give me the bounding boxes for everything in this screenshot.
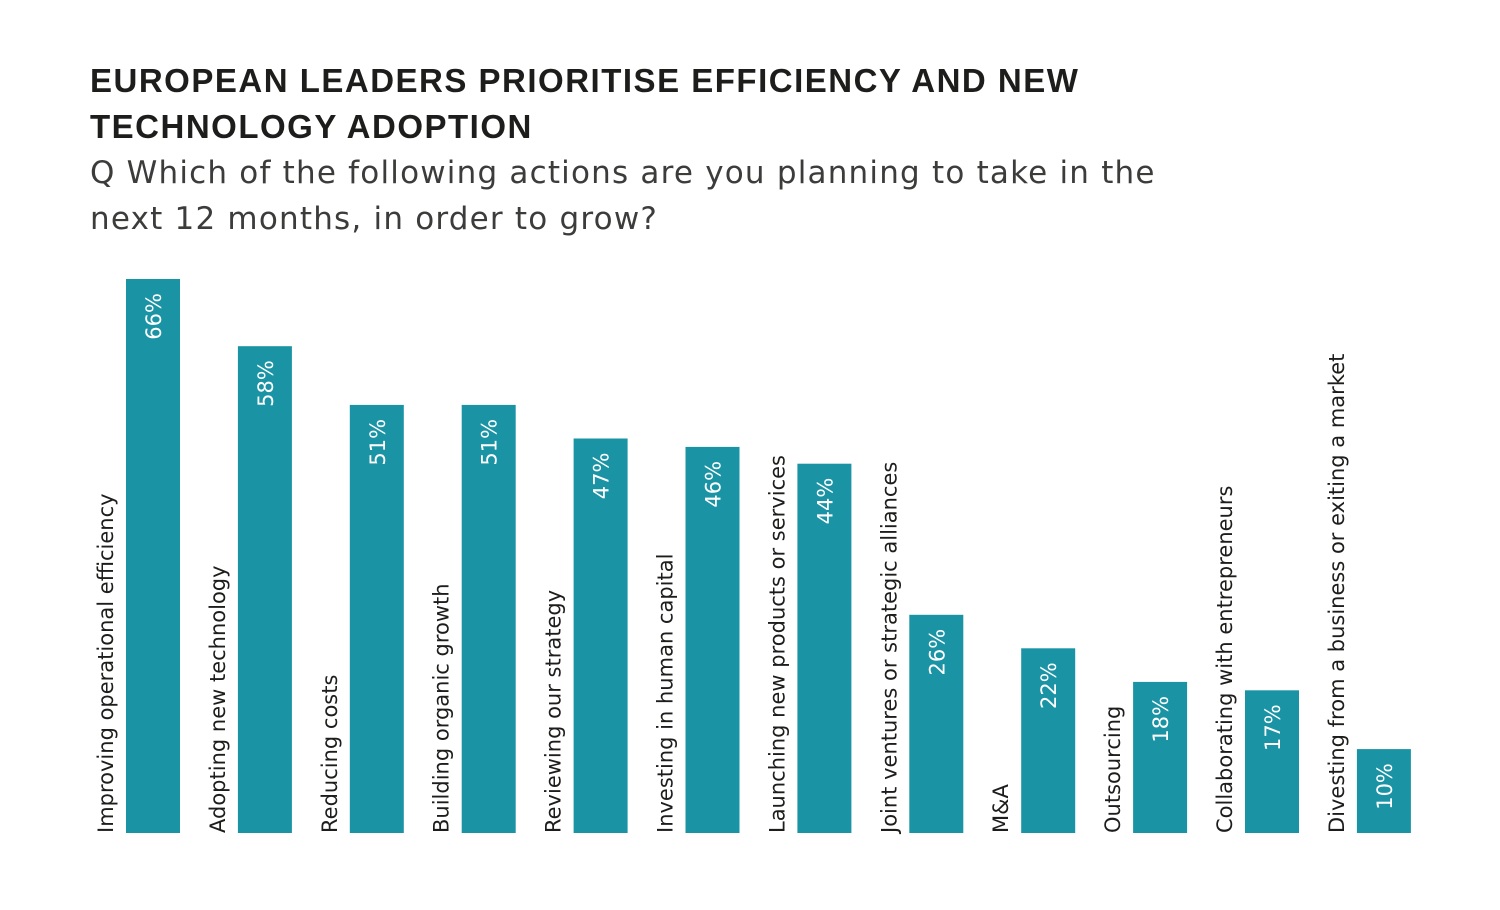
bar [1133,681,1188,833]
bar [1356,749,1411,833]
bar [461,404,516,833]
bar [1021,648,1076,833]
category-label: Collaborating with entrepreneurs [1213,486,1237,833]
bar-value-label: 47% [590,453,614,500]
bar [685,446,740,833]
bar-value-label: 22% [1037,662,1061,709]
bar [237,346,292,833]
bar [126,279,180,833]
category-label: Reducing costs [318,675,342,833]
category-label: Adopting new technology [206,565,230,833]
category-label: Improving operational efficiency [94,493,118,833]
category-label: Reviewing our strategy [542,590,566,833]
bar-value-label: 66% [142,293,166,340]
bar-value-label: 18% [1149,696,1173,743]
bar-value-label: 10% [1373,763,1397,810]
category-label: Joint ventures or strategic alliances [877,462,901,835]
bar [349,404,404,833]
bar [797,463,852,833]
category-label: Investing in human capital [654,554,678,833]
category-label: Divesting from a business or exiting a m… [1325,354,1349,833]
category-label: Building organic growth [430,583,454,833]
bar-value-label: 44% [813,478,837,525]
bar [573,438,628,833]
bar-value-label: 58% [254,360,278,407]
bar-value-label: 51% [366,419,390,466]
bar-value-label: 26% [925,629,949,676]
category-label: M&A [989,784,1013,833]
category-label: Outsourcing [1101,706,1125,833]
bar [1245,690,1299,833]
bar-value-label: 51% [478,419,502,466]
bar-value-label: 46% [702,461,726,508]
bar-value-label: 17% [1261,704,1285,751]
chart-title: EUROPEAN LEADERS PRIORITISE EFFICIENCY A… [90,62,1080,145]
bar [909,614,964,833]
category-label: Launching new products or services [765,455,789,833]
chart-subtitle: Q Which of the following actions are you… [90,155,1156,237]
